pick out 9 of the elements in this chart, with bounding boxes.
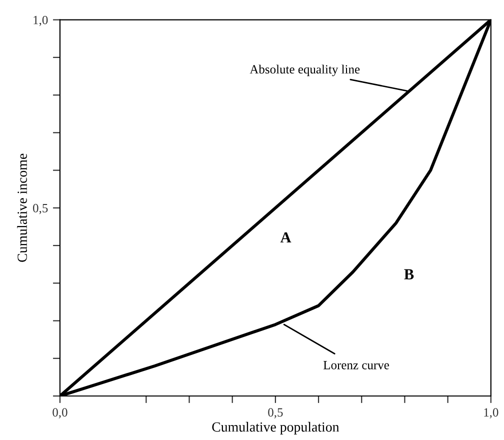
annotation: A: [280, 232, 292, 242]
annotation: B: [404, 269, 414, 280]
x-tick-label: 0,5: [268, 408, 283, 418]
x-axis-title: Cumulative population: [212, 422, 340, 435]
x-tick-label: 0,0: [52, 408, 68, 418]
annotation: Absolute equality line: [250, 64, 360, 76]
x-tick-label: 1,0: [484, 408, 498, 418]
annotation: Lorenz curve: [323, 361, 389, 370]
y-axis-title: Cumulative income: [17, 154, 27, 262]
